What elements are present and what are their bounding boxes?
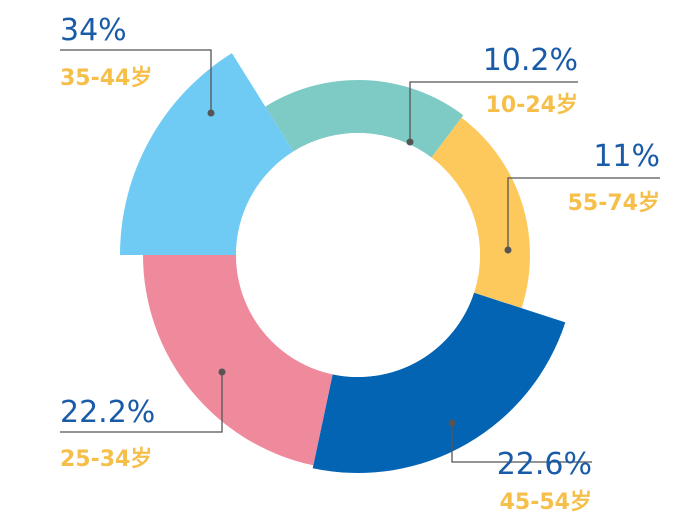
slice-25-34岁 [143,255,333,466]
labels-layer: 10.2% 10-24岁 11% 55-74岁 22.6% 45-54岁 22.2% 25-3… [60,13,660,515]
leader-dot-10-24岁 [406,138,414,146]
age-label-55-74岁: 55-74岁 [568,190,660,216]
leader-line-45-54岁 [451,423,592,463]
leader-line-35-44岁 [60,49,212,113]
percent-label-35-44岁: 34% [60,13,127,48]
leader-dot-45-54岁 [448,419,456,427]
leader-line-25-34岁 [60,372,223,433]
percent-label-25-34岁: 22.2% [60,395,155,430]
percent-label-55-74岁: 11% [593,139,660,174]
age-label-35-44岁: 35-44岁 [60,65,152,91]
percent-label-45-54岁: 22.6% [497,447,592,482]
slice-35-44岁 [119,53,294,255]
age-label-45-54岁: 45-54岁 [500,489,592,515]
slice-55-74岁 [431,117,530,309]
leader-dot-25-34岁 [218,368,226,376]
donut-hole [236,133,480,377]
slices-layer [119,53,566,474]
age-label-25-34岁: 25-34岁 [60,446,152,472]
leaders-layer [60,49,660,463]
leader-dot-55-74岁 [504,246,512,254]
leader-line-55-74岁 [507,177,660,250]
age-label-10-24岁: 10-24岁 [486,92,578,118]
slice-45-54岁 [312,292,566,474]
percent-label-10-24岁: 10.2% [483,43,578,78]
leader-dot-35-44岁 [207,109,215,117]
leader-line-10-24岁 [409,81,578,142]
slice-10-24岁 [265,79,464,158]
